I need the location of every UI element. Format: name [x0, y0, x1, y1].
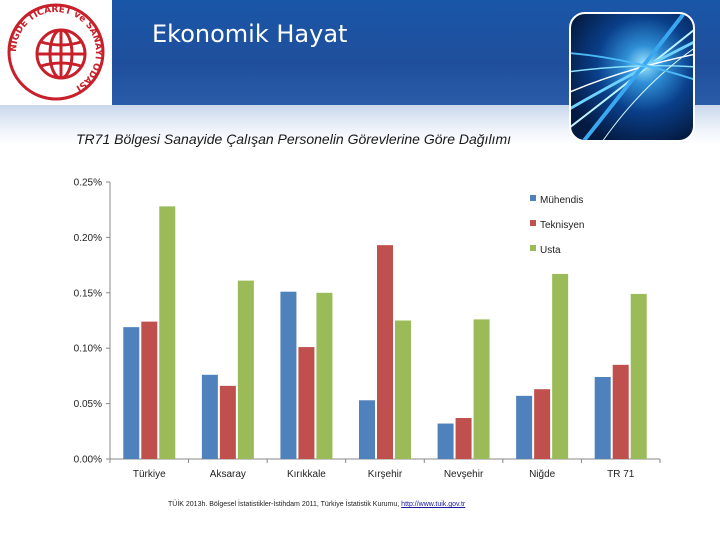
page-title: Ekonomik Hayat — [152, 20, 348, 48]
y-tick-label: 0.05% — [74, 399, 102, 410]
chamber-logo-icon: NİĞDE TİCARET ve SANAYİ ODASI — [7, 3, 105, 101]
category-label: Kırşehir — [368, 469, 403, 480]
legend-swatch — [530, 220, 536, 226]
bar — [437, 423, 454, 459]
bar — [473, 319, 490, 459]
y-tick-label: 0.10% — [74, 344, 102, 355]
category-label: Kırıkkale — [287, 469, 326, 480]
bar — [123, 327, 140, 459]
y-tick-label: 0.20% — [74, 233, 102, 244]
bar — [612, 364, 629, 459]
bar — [141, 321, 158, 459]
bar — [534, 389, 551, 459]
source-note: TÜİK 2013h. Bölgesel İstatistikler-İstih… — [168, 501, 465, 508]
category-label: Niğde — [529, 469, 556, 480]
bar — [455, 418, 472, 459]
bar — [201, 374, 218, 459]
legend-swatch — [530, 245, 536, 251]
bar — [159, 206, 176, 459]
bar — [377, 245, 393, 459]
legend-label: Mühendis — [540, 195, 583, 206]
y-tick-label: 0.25% — [74, 178, 102, 189]
category-label: TR 71 — [607, 469, 635, 480]
category-label: Nevşehir — [444, 469, 484, 480]
bar-chart: 0.00% 0.05% 0.10% 0.15% 0.20% 0.25% Türkiye Aks… — [74, 178, 661, 480]
bar — [594, 377, 611, 459]
legend-swatch — [530, 195, 536, 201]
bar — [219, 385, 236, 459]
category-label: Aksaray — [210, 469, 246, 480]
bar — [630, 293, 647, 459]
legend-label: Teknisyen — [540, 220, 584, 231]
bar — [316, 292, 333, 459]
source-link[interactable]: http://www.tuik.gov.tr — [401, 501, 466, 508]
hero-image — [569, 12, 695, 142]
light-streaks-icon — [571, 14, 693, 140]
bar — [280, 291, 297, 459]
bar — [237, 280, 254, 459]
category-label: Türkiye — [133, 469, 166, 480]
bar — [516, 395, 533, 459]
bar — [395, 320, 411, 459]
source-text: TÜİK 2013h. Bölgesel İstatistikler-İstih… — [168, 501, 402, 508]
bar — [359, 400, 375, 459]
legend-label: Usta — [540, 245, 561, 256]
y-tick-label: 0.15% — [74, 288, 102, 299]
chart-title: TR71 Bölgesi Sanayide Çalışan Personelin… — [76, 131, 511, 147]
bar — [298, 347, 315, 459]
logo-panel: NİĞDE TİCARET ve SANAYİ ODASI — [0, 0, 112, 105]
bar — [552, 273, 569, 459]
y-tick-label: 0.00% — [74, 455, 102, 466]
